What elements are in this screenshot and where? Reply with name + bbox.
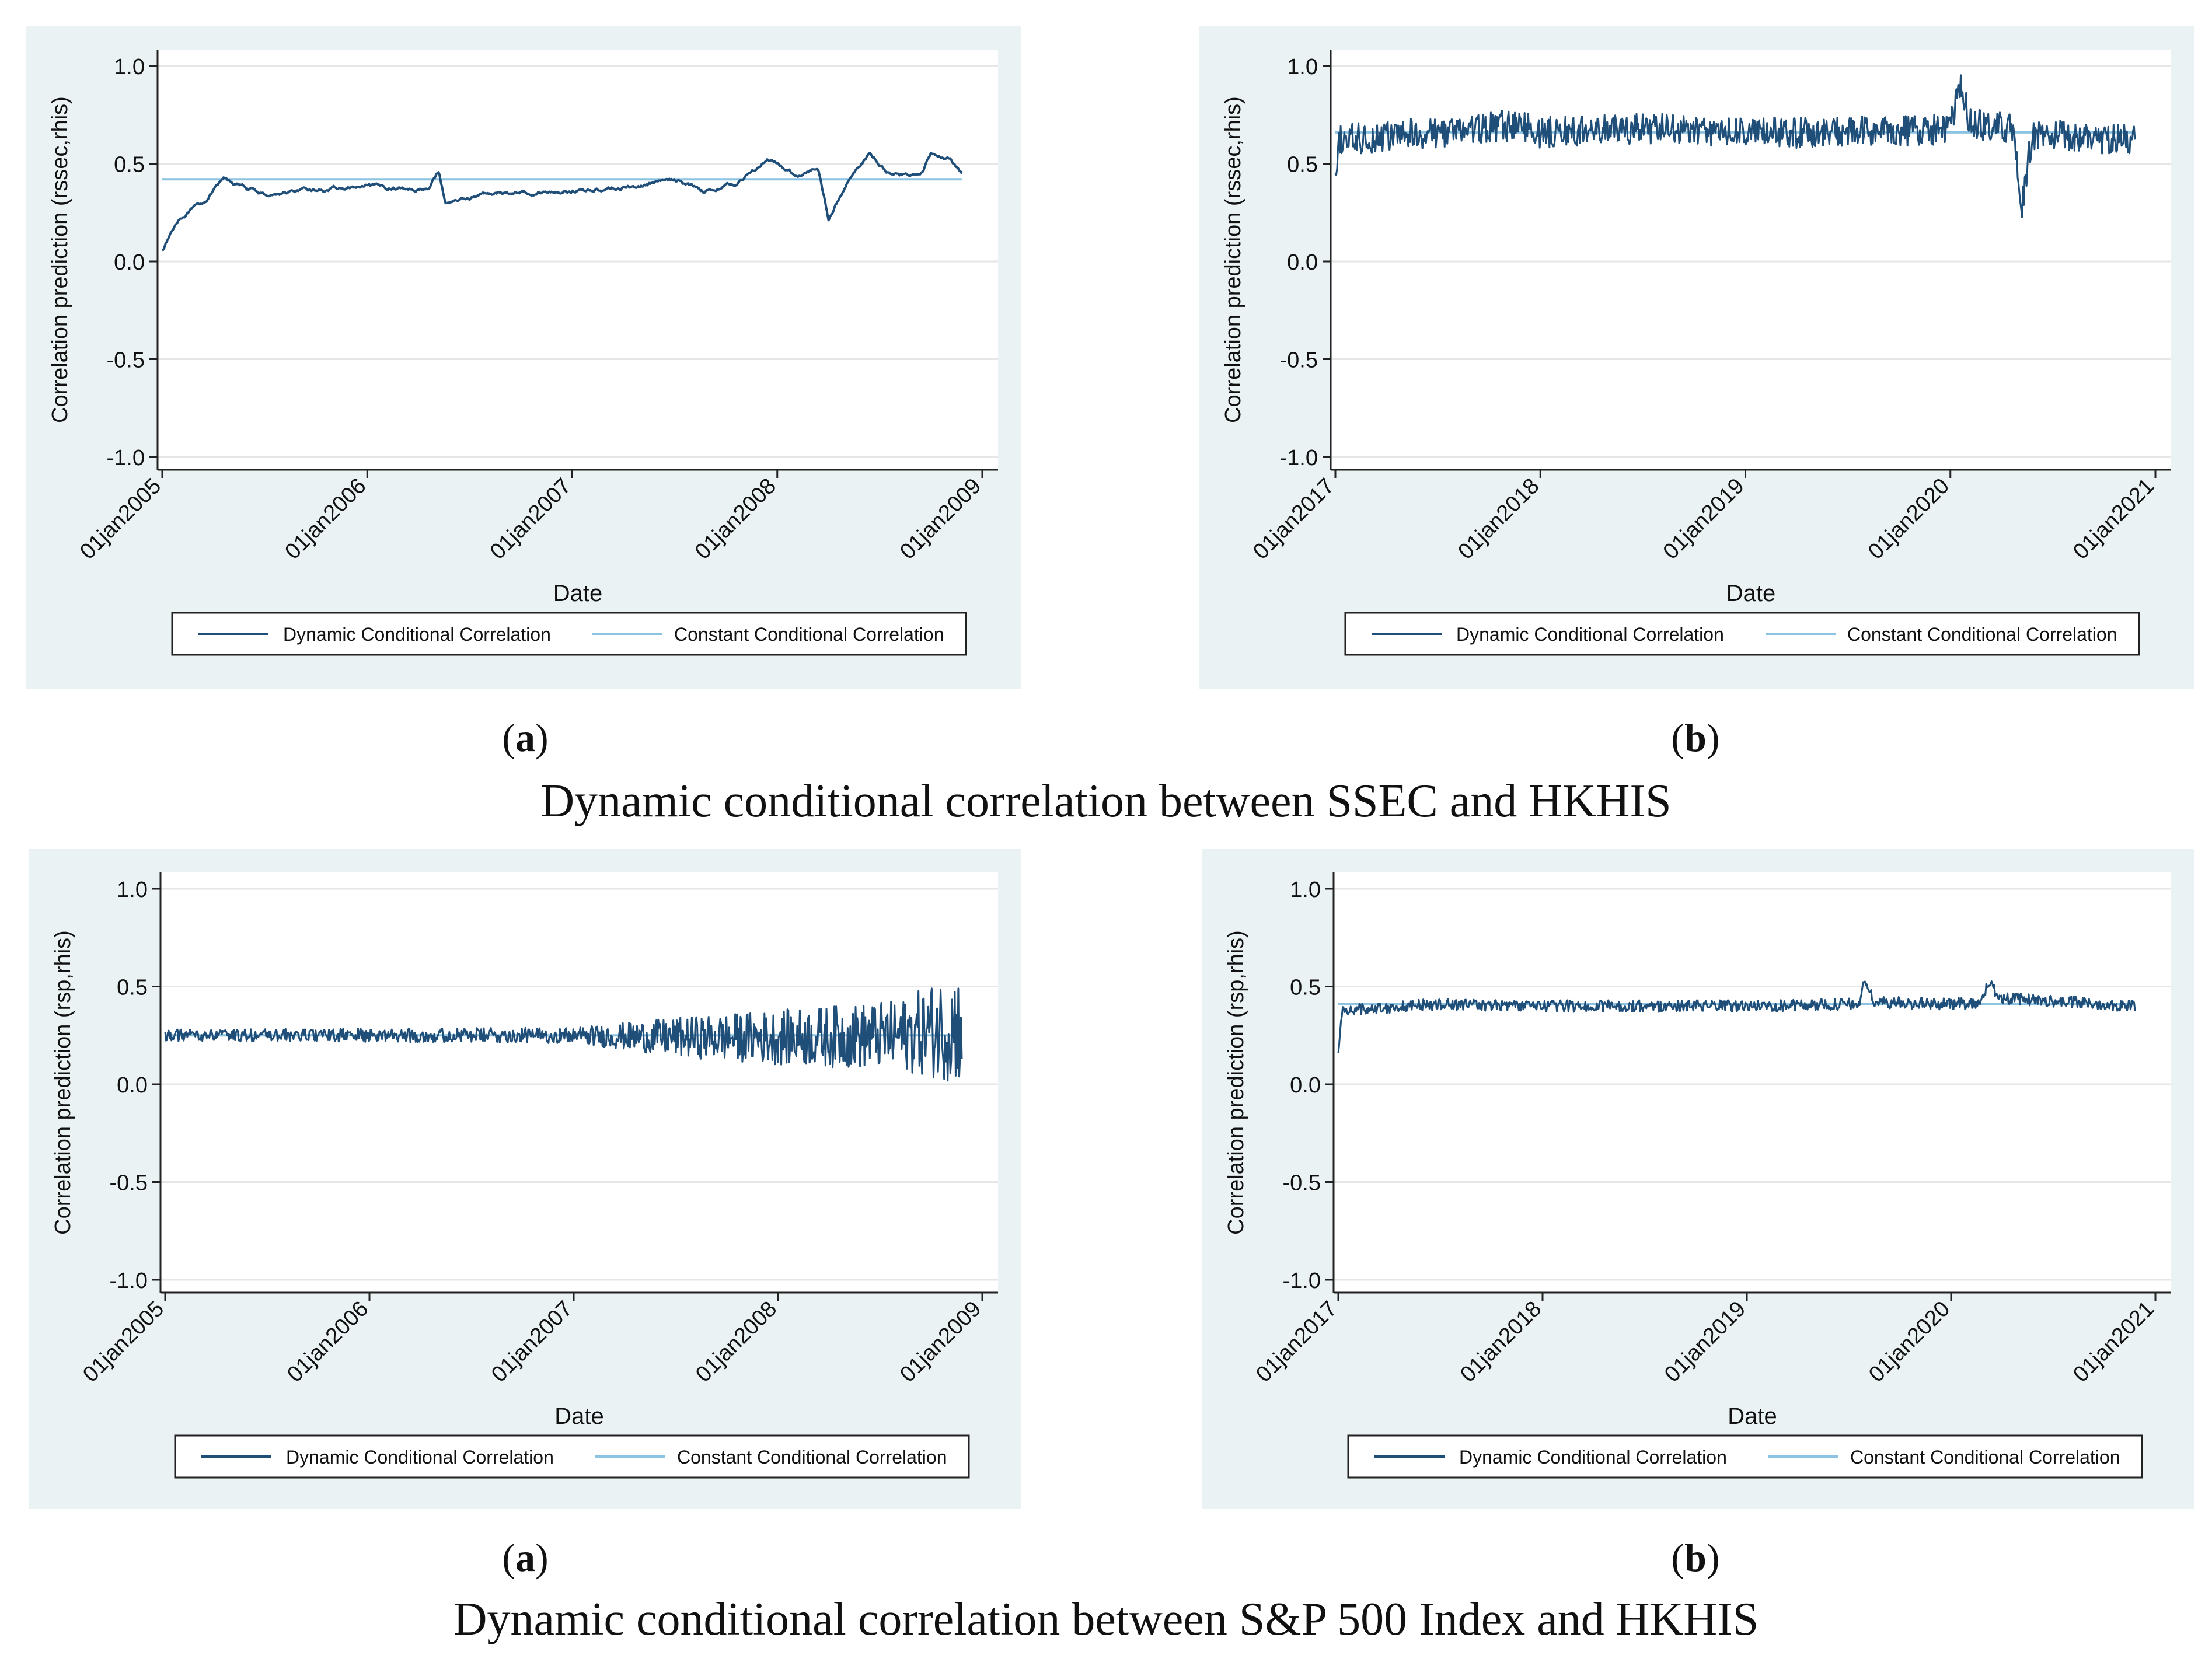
- x-tick-label: 01jan2007: [487, 1297, 577, 1387]
- legend-label-dynamic: Dynamic Conditional Correlation: [1456, 624, 1724, 645]
- y-tick-label: 0.0: [117, 1073, 148, 1098]
- y-tick-label: -0.5: [110, 1171, 148, 1196]
- legend-label-constant: Constant Conditional Correlation: [677, 1447, 947, 1468]
- y-tick-label: -0.5: [1280, 348, 1318, 373]
- x-tick-label: 01jan2017: [1251, 1297, 1342, 1387]
- y-tick-label: 0.0: [114, 250, 145, 275]
- legend-label-dynamic: Dynamic Conditional Correlation: [283, 624, 551, 645]
- x-tick-label: 01jan2020: [1864, 474, 1954, 564]
- dynamic-correlation-line: [164, 987, 963, 1082]
- x-axis-title: Date: [1726, 581, 1776, 606]
- y-axis-title: Correlation prediction (rssec,rhis): [48, 96, 72, 423]
- chart-svg: 1.0 0.5 0.0 -0.5 -1.0 01jan2005 01jan2006 01jan…: [51, 872, 998, 1479]
- y-tick-label: -0.5: [107, 348, 145, 373]
- x-tick-label: 01jan2009: [895, 474, 986, 564]
- dynamic-correlation-line: [1337, 980, 2136, 1054]
- y-tick-label: 1.0: [117, 878, 148, 902]
- figure-caption-2: Dynamic conditional correlation between …: [453, 1594, 1759, 1645]
- dynamic-correlation-line: [1334, 74, 2136, 218]
- y-tick-label: 1.0: [114, 55, 145, 79]
- legend-box: [174, 1434, 970, 1479]
- subfigure-label-1a: (a): [502, 715, 549, 760]
- y-tick-label: 0.5: [1290, 976, 1321, 1000]
- y-tick-label: 0.0: [1290, 1073, 1321, 1098]
- x-tick-label: 01jan2020: [1864, 1297, 1955, 1387]
- x-tick-label: 01jan2017: [1248, 474, 1339, 564]
- plot-area: [161, 872, 998, 1293]
- chart-svg: 1.0 0.5 0.0 -0.5 -1.0 01jan2017 01jan2018 01jan…: [1224, 872, 2171, 1479]
- x-tick-label: 01jan2005: [75, 474, 166, 564]
- x-tick-label: 01jan2008: [690, 474, 781, 564]
- y-tick-label: 0.5: [114, 153, 145, 177]
- x-tick-label: 01jan2007: [486, 474, 576, 564]
- x-axis-title: Date: [554, 1403, 604, 1429]
- x-tick-label: 01jan2005: [78, 1297, 169, 1387]
- x-tick-label: 01jan2019: [1660, 1297, 1750, 1387]
- x-tick-label: 01jan2006: [282, 1297, 373, 1387]
- legend-label-dynamic: Dynamic Conditional Correlation: [286, 1447, 554, 1468]
- legend-label-constant: Constant Conditional Correlation: [674, 624, 944, 645]
- y-axis-title: Correlation prediction (rssec,rhis): [1221, 96, 1245, 423]
- subfigure-label-2b: (b): [1671, 1535, 1720, 1580]
- y-tick-label: -1.0: [107, 446, 145, 470]
- chart-svg: 1.0 0.5 0.0 -0.5 -1.0 01jan2005 01jan2006 01jan…: [48, 50, 998, 656]
- x-axis-title: Date: [553, 581, 603, 606]
- y-tick-label: 0.5: [117, 976, 148, 1000]
- x-tick-label: 01jan2006: [280, 474, 371, 564]
- x-tick-label: 01jan2021: [2068, 1297, 2159, 1387]
- y-tick-label: -1.0: [1280, 446, 1318, 470]
- chart-svg: 1.0 0.5 0.0 -0.5 -1.0 01jan2017 01jan2018 01jan…: [1221, 50, 2171, 656]
- dynamic-correlation-line: [161, 152, 963, 252]
- chart-panel-2a: 1.0 0.5 0.0 -0.5 -1.0 01jan2005 01jan2006 01jan…: [29, 849, 1021, 1509]
- subfigure-label-2a: (a): [502, 1535, 549, 1580]
- legend-label-constant: Constant Conditional Correlation: [1850, 1447, 2120, 1468]
- y-tick-label: 0.0: [1287, 250, 1318, 275]
- chart-panel-1a: 1.0 0.5 0.0 -0.5 -1.0 01jan2005 01jan2006 01jan…: [26, 26, 1021, 689]
- y-axis-title: Correlation prediction (rsp,rhis): [51, 930, 75, 1235]
- legend-box: [171, 612, 967, 656]
- plot-area: [1331, 50, 2171, 470]
- y-tick-label: -1.0: [1283, 1269, 1321, 1293]
- y-tick-label: 1.0: [1290, 878, 1321, 902]
- x-tick-label: 01jan2021: [2068, 474, 2159, 564]
- x-tick-label: 01jan2008: [691, 1297, 781, 1387]
- y-tick-label: -0.5: [1283, 1171, 1321, 1196]
- x-tick-label: 01jan2009: [895, 1297, 986, 1387]
- x-tick-label: 01jan2018: [1456, 1297, 1546, 1387]
- legend-label-constant: Constant Conditional Correlation: [1847, 624, 2117, 645]
- y-tick-label: -1.0: [110, 1269, 148, 1293]
- x-axis-title: Date: [1728, 1403, 1777, 1429]
- chart-panel-2b: 1.0 0.5 0.0 -0.5 -1.0 01jan2017 01jan2018 01jan…: [1202, 849, 2194, 1509]
- plot-area: [1334, 872, 2171, 1293]
- chart-panel-1b: 1.0 0.5 0.0 -0.5 -1.0 01jan2017 01jan2018 01jan…: [1199, 26, 2194, 689]
- x-tick-label: 01jan2018: [1453, 474, 1544, 564]
- legend-box: [1344, 612, 2140, 656]
- x-tick-label: 01jan2019: [1659, 474, 1749, 564]
- plot-area: [158, 50, 998, 470]
- legend-box: [1347, 1434, 2143, 1479]
- subfigure-label-1b: (b): [1671, 715, 1720, 760]
- y-axis-title: Correlation prediction (rsp,rhis): [1224, 930, 1248, 1235]
- y-tick-label: 0.5: [1287, 153, 1318, 177]
- y-tick-label: 1.0: [1287, 55, 1318, 79]
- figure-caption-1: Dynamic conditional correlation between …: [540, 776, 1672, 827]
- legend-label-dynamic: Dynamic Conditional Correlation: [1459, 1447, 1727, 1468]
